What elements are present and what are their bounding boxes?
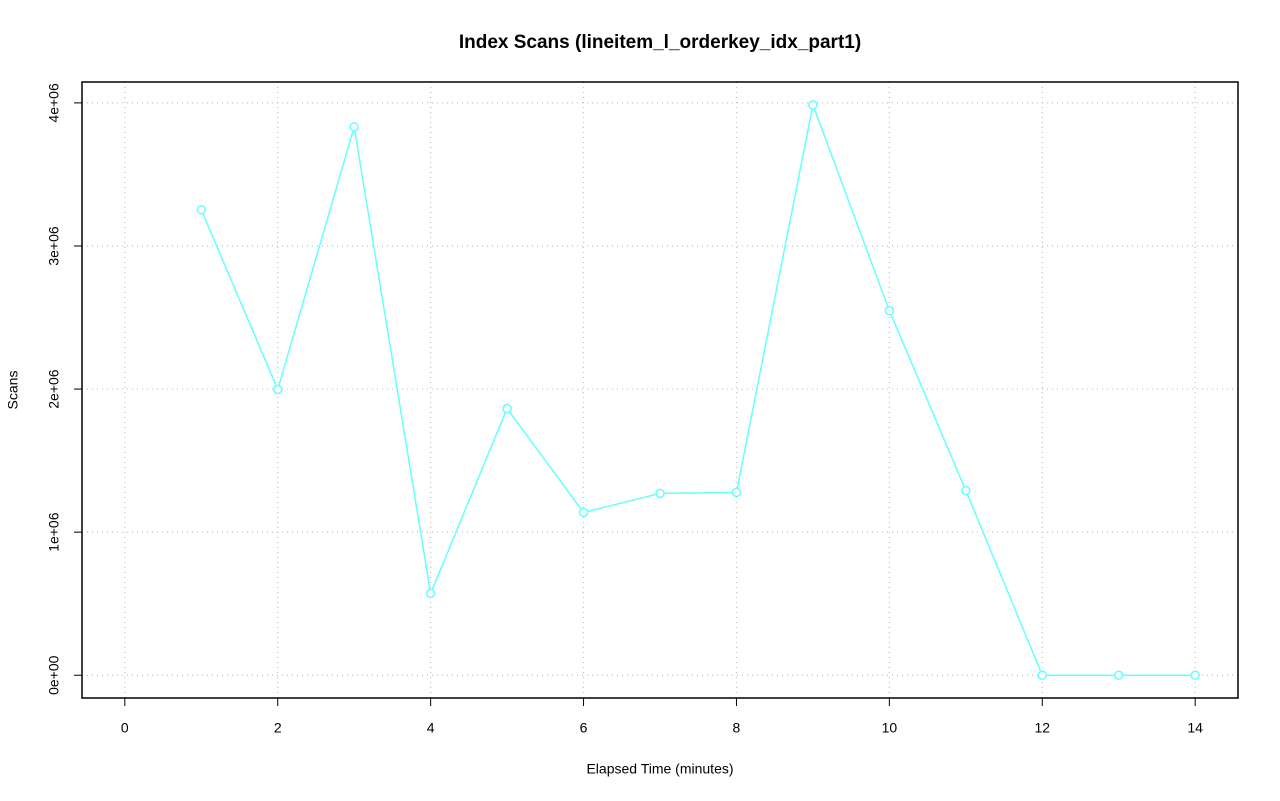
- data-point: [349, 122, 359, 132]
- y-tick-label: 4e+06: [46, 83, 62, 123]
- data-point: [272, 384, 283, 395]
- y-tick-label: 3e+06: [46, 226, 62, 266]
- y-axis-label: Scans: [5, 371, 21, 410]
- data-point: [1190, 670, 1200, 680]
- chart-title: Index Scans (lineitem_l_orderkey_idx_par…: [459, 32, 861, 53]
- x-tick-label: 10: [882, 720, 898, 736]
- data-point: [502, 403, 512, 414]
- y-tick-label: 2e+06: [46, 369, 62, 409]
- x-tick-label: 2: [274, 720, 282, 736]
- x-tick-label: 8: [733, 720, 741, 736]
- data-point: [578, 507, 589, 518]
- x-axis-label: Elapsed Time (minutes): [586, 761, 733, 777]
- data-point: [425, 588, 436, 599]
- data-point: [655, 488, 665, 499]
- y-tick-label: 0e+00: [46, 655, 62, 695]
- data-point: [196, 205, 207, 215]
- series-line: [200, 102, 1196, 676]
- y-tick-label: 1e+06: [46, 512, 62, 552]
- x-tick-label: 12: [1034, 720, 1050, 736]
- data-point: [884, 305, 895, 316]
- x-tick-label: 4: [427, 720, 435, 736]
- data-point: [961, 485, 971, 496]
- data-point: [731, 487, 742, 498]
- data-point: [1037, 670, 1048, 680]
- data-point: [1113, 670, 1124, 680]
- data-point: [808, 100, 818, 110]
- x-tick-label: 0: [121, 720, 129, 736]
- x-tick-label: 6: [580, 720, 588, 736]
- x-tick-label: 14: [1187, 720, 1203, 736]
- plot-frame: [81, 81, 1239, 699]
